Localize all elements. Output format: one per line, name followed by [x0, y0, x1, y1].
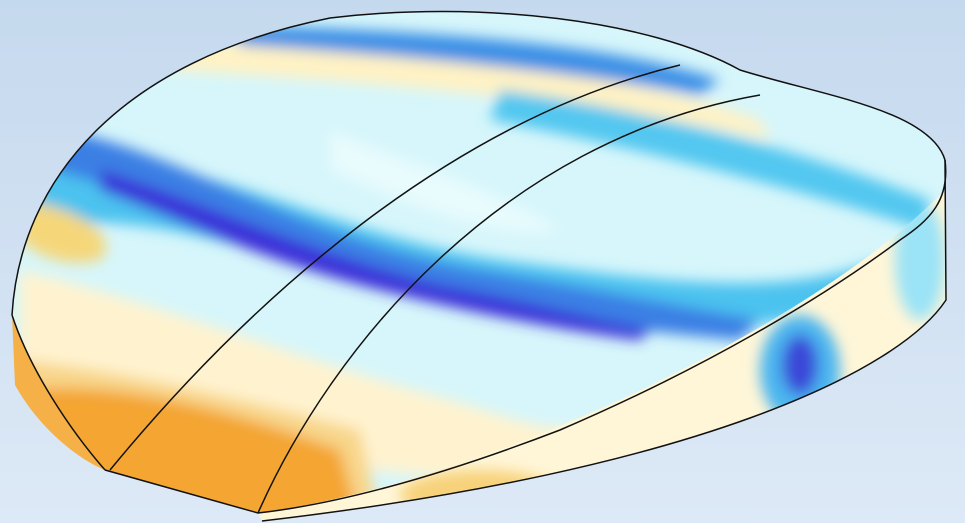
side-spot-blue [782, 335, 818, 395]
contour-plot-view [0, 0, 965, 523]
page-body [0, 0, 965, 523]
page: {} html, body { margin: 0; padding: 0; w… [0, 0, 965, 523]
